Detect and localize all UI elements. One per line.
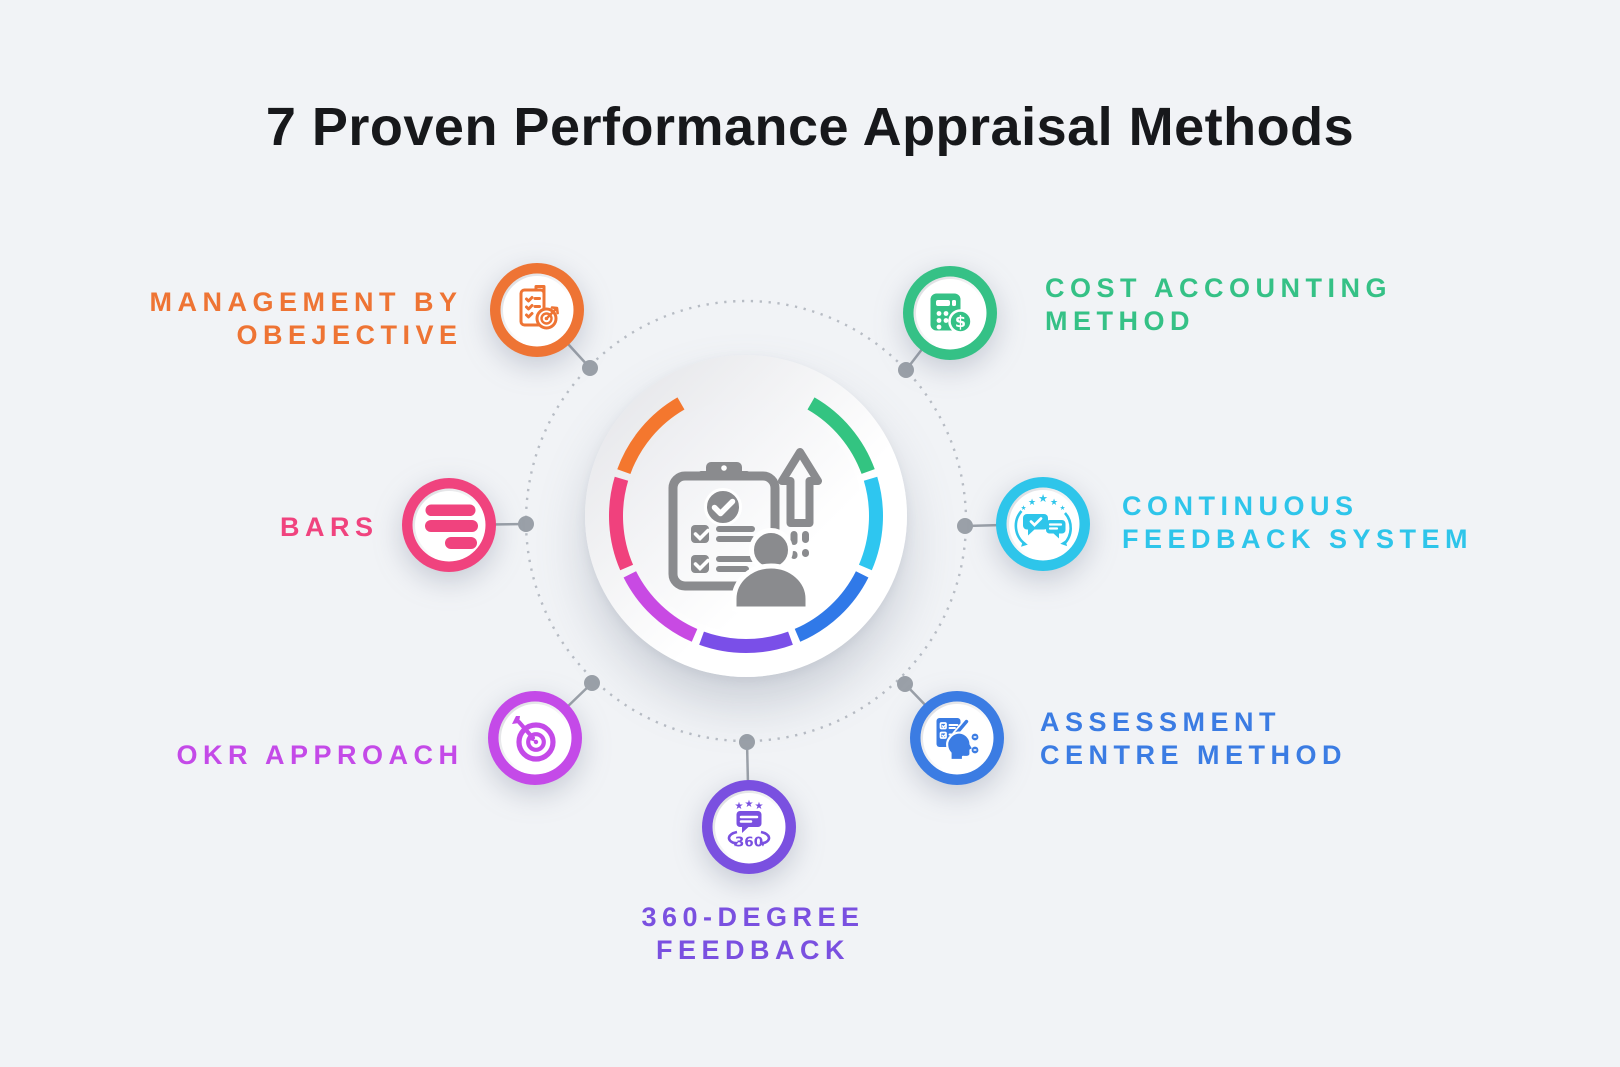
- clipboard-target-icon: [490, 263, 584, 357]
- page-title: 7 Proven Performance Appraisal Methods: [265, 97, 1355, 157]
- label-line: 360-DEGREE: [641, 902, 865, 932]
- label-360-degree-feedback: 360-DEGREE FEEDBACK: [453, 901, 1053, 967]
- label-okr-approach: OKR APPROACH: [176, 739, 463, 772]
- svg-text:★: ★: [755, 801, 764, 812]
- label-line: CENTRE METHOD: [1040, 740, 1347, 770]
- svg-text:$: $: [955, 312, 966, 331]
- label-line: ASSESSMENT: [1040, 707, 1282, 737]
- ring-segment: [807, 397, 875, 475]
- label-management-by-objective: MANAGEMENT BY OBEJECTIVE: [150, 286, 463, 352]
- svg-text:★: ★: [1028, 498, 1036, 508]
- feedback-360-icon: ★ ★ ★ 360: [702, 780, 796, 874]
- label-line: FEEDBACK: [655, 935, 850, 965]
- svg-text:★: ★: [1060, 504, 1066, 512]
- label-line: BARS: [279, 512, 379, 542]
- svg-text:★: ★: [735, 801, 744, 812]
- label-line: METHOD: [1045, 306, 1195, 336]
- ring-segment: [858, 476, 883, 571]
- label-line: CONTINUOUS: [1122, 491, 1359, 521]
- label-continuous-feedback-system: CONTINUOUS FEEDBACK SYSTEM: [1122, 490, 1473, 556]
- calculator-dollar-icon: $: [903, 266, 997, 360]
- svg-text:★: ★: [1021, 504, 1027, 512]
- target-dart-icon: [488, 691, 582, 785]
- center-circle: [585, 355, 907, 677]
- center-color-ring: [609, 397, 883, 653]
- ring-segment: [699, 631, 793, 653]
- label-line: OKR APPROACH: [176, 740, 464, 770]
- ring-segment: [794, 571, 869, 642]
- label-assessment-centre-method: ASSESSMENT CENTRE METHOD: [1040, 706, 1347, 772]
- svg-text:★: ★: [1038, 492, 1048, 505]
- svg-text:★: ★: [745, 799, 754, 810]
- svg-text:360: 360: [735, 835, 763, 851]
- appraisal-illustration-icon: [668, 448, 822, 612]
- label-line: COST ACCOUNTING: [1045, 273, 1392, 303]
- ring-segment: [623, 571, 698, 642]
- label-bars: BARS: [280, 511, 379, 544]
- ring-segment: [609, 476, 634, 571]
- svg-text:★: ★: [1050, 498, 1058, 508]
- label-line: OBEJECTIVE: [236, 320, 463, 350]
- connector-dots: [518, 360, 973, 750]
- feedback-chat-icon: ★ ★ ★ ★ ★: [996, 477, 1090, 571]
- label-line: FEEDBACK SYSTEM: [1122, 524, 1474, 554]
- bars-icon: [402, 478, 496, 572]
- label-line: MANAGEMENT BY: [149, 287, 463, 317]
- label-cost-accounting-method: COST ACCOUNTING METHOD: [1045, 272, 1392, 338]
- ring-segment: [617, 397, 685, 475]
- head-checklist-icon: [910, 691, 1004, 785]
